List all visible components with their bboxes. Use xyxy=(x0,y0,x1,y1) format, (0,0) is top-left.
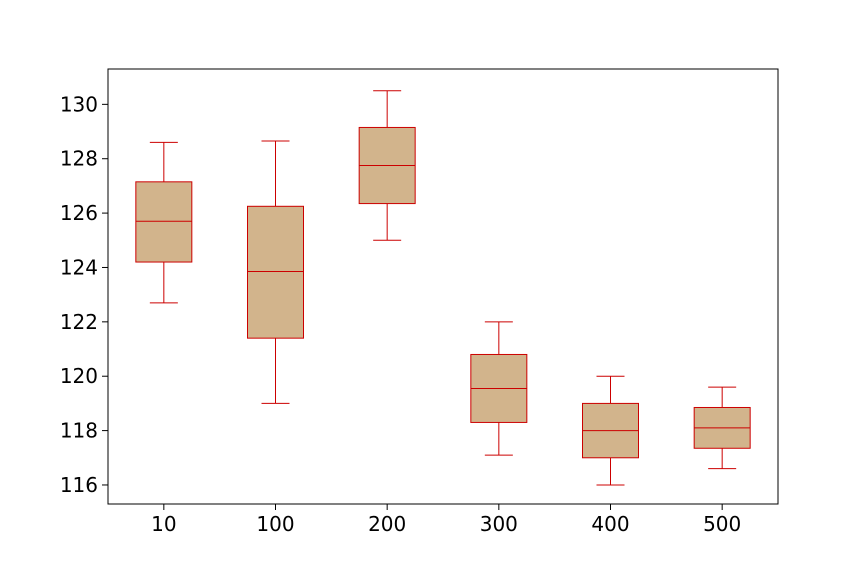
box-100 xyxy=(247,205,304,339)
y-tick-label: 118 xyxy=(60,419,98,443)
axes-frame xyxy=(107,68,779,505)
y-tick-label: 124 xyxy=(60,255,98,279)
x-tick-label: 200 xyxy=(368,512,406,536)
y-tick-label: 128 xyxy=(60,147,98,171)
x-tick-label: 10 xyxy=(151,512,176,536)
x-tick-label: 100 xyxy=(256,512,294,536)
x-tick-label: 300 xyxy=(480,512,518,536)
y-tick-label: 120 xyxy=(60,364,98,388)
y-tick-label: 130 xyxy=(60,92,98,116)
y-tick-label: 122 xyxy=(60,310,98,334)
plot-area: 116 118 120 122 124 126 128 130 10 100 200 300 400 50… xyxy=(60,68,779,536)
y-tick-label: 126 xyxy=(60,201,98,225)
x-tick-label: 500 xyxy=(703,512,741,536)
y-tick-label: 116 xyxy=(60,473,98,497)
x-tick-label: 400 xyxy=(591,512,629,536)
box-10 xyxy=(135,181,193,263)
